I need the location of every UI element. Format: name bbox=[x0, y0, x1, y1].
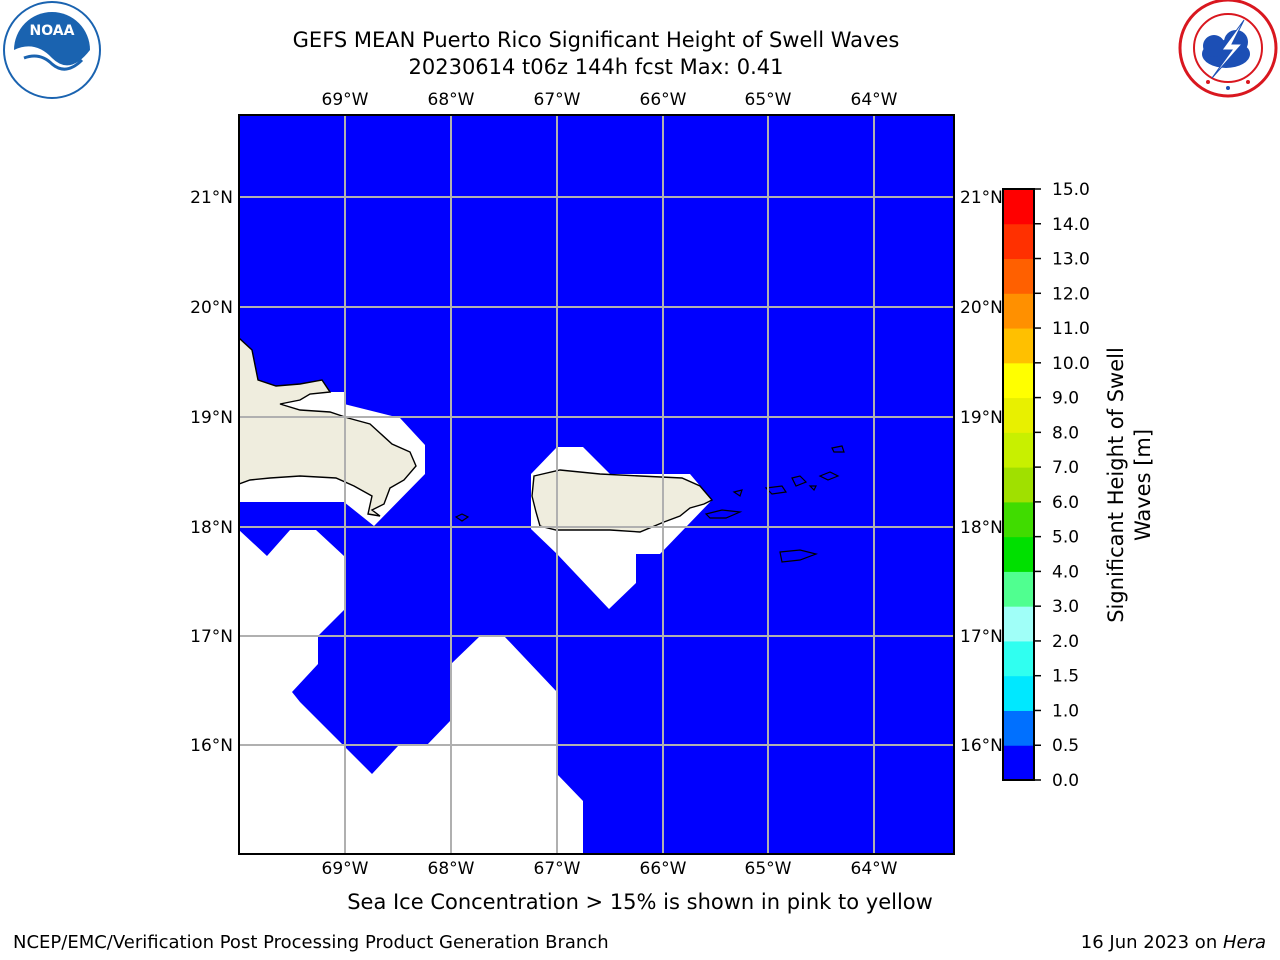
lon-label-bottom: 66°W bbox=[640, 859, 687, 879]
lat-label-right: 17°N bbox=[960, 627, 1003, 647]
lon-label-top: 64°W bbox=[851, 90, 898, 110]
hispaniola-land bbox=[239, 337, 417, 517]
colorbar-tick-label: 8.0 bbox=[1052, 423, 1079, 443]
latitude-labels-left: 21°N 20°N 19°N 18°N 17°N 16°N bbox=[190, 188, 233, 756]
colorbar-label-line1: Significant Height of Swell bbox=[1104, 347, 1128, 623]
colorbar-tick-label: 13.0 bbox=[1052, 250, 1090, 270]
colorbar-segment bbox=[1003, 397, 1034, 433]
sea-ice-footnote: Sea Ice Concentration > 15% is shown in … bbox=[347, 890, 933, 914]
colorbar-frame bbox=[1002, 188, 1035, 781]
graticule bbox=[239, 115, 954, 854]
colorbar-tick-label: 5.0 bbox=[1052, 528, 1079, 548]
lat-label-left: 17°N bbox=[190, 627, 233, 647]
lat-label-left: 19°N bbox=[190, 408, 233, 428]
colorbar-segment bbox=[1003, 536, 1034, 572]
lon-label-bottom: 64°W bbox=[851, 859, 898, 879]
colorbar-tick-label: 12.0 bbox=[1052, 284, 1090, 304]
nws-logo-icon bbox=[1178, 0, 1278, 98]
colorbar-segment bbox=[1003, 293, 1034, 329]
lat-label-left: 18°N bbox=[190, 518, 233, 538]
colorbar-tick-label: 10.0 bbox=[1052, 354, 1090, 374]
colorbar bbox=[1002, 188, 1035, 781]
colorbar-tick-label: 14.0 bbox=[1052, 215, 1090, 235]
colorbar-segment bbox=[1003, 223, 1034, 260]
colorbar-tick-label: 9.0 bbox=[1052, 389, 1079, 409]
lat-label-left: 16°N bbox=[190, 736, 233, 756]
colorbar-segment bbox=[1003, 189, 1034, 225]
latitude-labels-right: 21°N 20°N 19°N 18°N 17°N 16°N bbox=[960, 188, 1003, 756]
lat-label-right: 18°N bbox=[960, 518, 1003, 538]
colorbar-label-line2: Waves [m] bbox=[1131, 429, 1155, 541]
lon-label-bottom: 65°W bbox=[745, 859, 792, 879]
lon-label-top: 67°W bbox=[534, 90, 581, 110]
footer-machine: Hera bbox=[1222, 932, 1266, 953]
longitude-labels-bottom: 69°W 68°W 67°W 66°W 65°W 64°W bbox=[322, 859, 898, 879]
colorbar-tick-label: 11.0 bbox=[1052, 319, 1090, 339]
colorbar-segment bbox=[1003, 710, 1034, 746]
colorbar-tick-label: 6.0 bbox=[1052, 493, 1079, 513]
lat-label-left: 21°N bbox=[190, 188, 233, 208]
map-area bbox=[239, 115, 954, 854]
colorbar-segment bbox=[1003, 571, 1034, 607]
chart-title-line1: GEFS MEAN Puerto Rico Significant Height… bbox=[292, 28, 900, 52]
colorbar-tick-label: 2.0 bbox=[1052, 632, 1079, 652]
footer-credit: NCEP/EMC/Verification Post Processing Pr… bbox=[13, 932, 609, 953]
colorbar-segment bbox=[1003, 501, 1034, 538]
lon-label-top: 66°W bbox=[640, 90, 687, 110]
colorbar-ticks: 0.0 0.5 1.0 1.5 2.0 3.0 4.0 5.0 6.0 7.0 8.0 9.0 10.0… bbox=[1034, 180, 1090, 791]
chart-title-line2: 20230614 t06z 144h fcst Max: 0.41 bbox=[408, 55, 784, 79]
colorbar-segment bbox=[1003, 640, 1034, 677]
colorbar-tick-label: 7.0 bbox=[1052, 458, 1079, 478]
colorbar-segment bbox=[1003, 606, 1034, 642]
noaa-logo-icon: NOAA bbox=[3, 1, 101, 99]
lon-label-top: 68°W bbox=[428, 90, 475, 110]
lat-label-right: 19°N bbox=[960, 408, 1003, 428]
colorbar-segment bbox=[1003, 432, 1034, 468]
colorbar-tick-label: 4.0 bbox=[1052, 562, 1079, 582]
footer-date-text: 16 Jun 2023 on bbox=[1080, 932, 1223, 953]
lon-label-bottom: 67°W bbox=[534, 859, 581, 879]
colorbar-tick-label: 15.0 bbox=[1052, 180, 1090, 200]
colorbar-tick-label: 0.0 bbox=[1052, 771, 1079, 791]
lon-label-top: 65°W bbox=[745, 90, 792, 110]
colorbar-segment bbox=[1003, 745, 1034, 781]
colorbar-segment bbox=[1003, 362, 1034, 399]
lon-label-bottom: 69°W bbox=[322, 859, 369, 879]
small-islands bbox=[454, 445, 845, 563]
lat-label-right: 16°N bbox=[960, 736, 1003, 756]
lon-label-top: 69°W bbox=[322, 90, 369, 110]
colorbar-segment bbox=[1003, 258, 1034, 294]
colorbar-tick-label: 1.0 bbox=[1052, 701, 1079, 721]
colorbar-segment bbox=[1003, 328, 1034, 364]
lon-label-bottom: 68°W bbox=[428, 859, 475, 879]
lat-label-right: 20°N bbox=[960, 298, 1003, 318]
map-frame bbox=[238, 114, 955, 855]
longitude-labels-top: 69°W 68°W 67°W 66°W 65°W 64°W bbox=[322, 90, 898, 110]
colorbar-tick-label: 0.5 bbox=[1052, 736, 1079, 756]
colorbar-tick-label: 3.0 bbox=[1052, 597, 1079, 617]
footer-date: 16 Jun 2023 on Hera bbox=[1081, 932, 1266, 953]
lat-label-left: 20°N bbox=[190, 298, 233, 318]
colorbar-tick-label: 1.5 bbox=[1052, 667, 1079, 687]
noaa-logo-text: NOAA bbox=[30, 23, 75, 39]
colorbar-segment bbox=[1003, 467, 1034, 503]
colorbar-segment bbox=[1003, 675, 1034, 711]
lat-label-right: 21°N bbox=[960, 188, 1003, 208]
